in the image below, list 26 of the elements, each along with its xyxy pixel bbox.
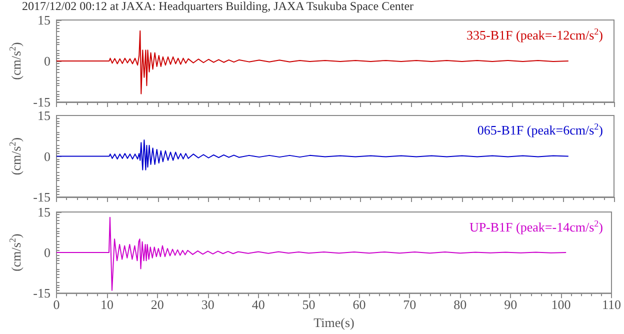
y-tick-label: 15 — [38, 108, 50, 123]
x-axis-title: Time(s) — [314, 315, 354, 330]
y-tick-label: 0 — [44, 245, 50, 260]
y-tick-label: 0 — [44, 54, 50, 68]
y-tick-label: -15 — [33, 286, 50, 301]
x-tick-label: 100 — [551, 297, 571, 312]
x-tick-label: 90 — [504, 297, 518, 312]
x-tick-label: 10 — [100, 297, 114, 312]
y-axis-title: (cm/s2) — [8, 234, 24, 272]
y-axis-title: (cm/s2) — [8, 42, 24, 80]
x-tick-label: 110 — [602, 297, 622, 312]
x-tick-label: 50 — [302, 297, 316, 312]
line-series — [56, 139, 569, 170]
x-tick-label: 40 — [252, 297, 265, 312]
x-tick-label: 70 — [403, 297, 416, 312]
x-tick-label: 20 — [150, 297, 164, 312]
y-tick-label: 15 — [38, 12, 50, 28]
y-tick-label: 15 — [38, 204, 50, 220]
x-tick-label: 80 — [454, 297, 467, 312]
chart-title: 2017/12/02 00:12 at JAXA: Headquarters Building, JAXA Tsukuba Space Center — [22, 0, 414, 13]
y-axis-title: (cm/s2) — [8, 137, 24, 176]
x-tick-label: 30 — [201, 297, 214, 312]
y-tick-label: -15 — [33, 94, 50, 110]
x-tick-label: 60 — [352, 297, 366, 312]
y-tick-label: 0 — [44, 148, 50, 164]
y-tick-label: -15 — [33, 190, 50, 204]
